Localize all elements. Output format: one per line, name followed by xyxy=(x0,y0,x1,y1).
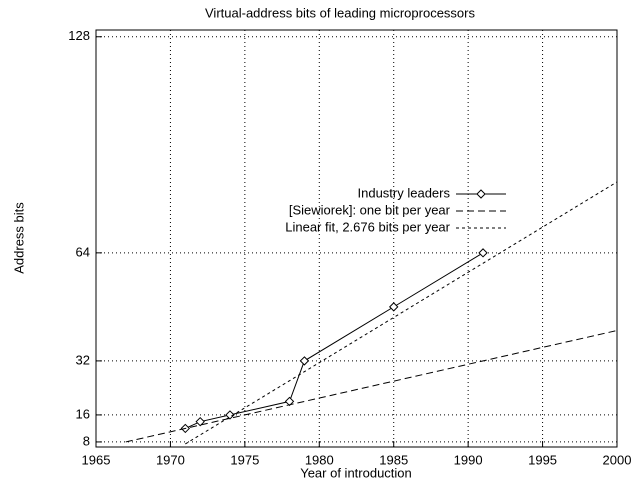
x-tick-label: 1975 xyxy=(230,452,259,467)
x-tick-label: 1990 xyxy=(454,452,483,467)
x-tick-label: 2000 xyxy=(603,452,632,467)
point-marker xyxy=(478,248,488,258)
series-line xyxy=(125,330,617,443)
y-tick-label: 128 xyxy=(68,28,90,43)
series-line xyxy=(185,252,484,429)
x-tick-label: 1970 xyxy=(156,452,185,467)
legend-label: Industry leaders xyxy=(358,185,451,200)
x-axis-label: Year of introduction xyxy=(300,465,412,480)
legend-label: Linear fit, 2.676 bits per year xyxy=(285,219,450,234)
legend-label: [Siewiorek]: one bit per year xyxy=(289,202,451,217)
point-marker xyxy=(225,410,235,420)
y-tick-label: 32 xyxy=(76,352,90,367)
chart-title: Virtual-address bits of leading micropro… xyxy=(205,5,475,20)
y-axis-label: Address bits xyxy=(11,202,26,274)
x-tick-label: 1995 xyxy=(528,452,557,467)
point-marker xyxy=(284,396,295,407)
y-tick-label: 8 xyxy=(83,433,90,448)
point-marker xyxy=(299,356,310,366)
x-tick-label: 1980 xyxy=(305,452,334,467)
y-tick-label: 64 xyxy=(76,244,90,259)
plot-area xyxy=(125,181,617,445)
legend-marker xyxy=(476,189,486,199)
x-tick-label: 1985 xyxy=(379,452,408,467)
y-tick-label: 16 xyxy=(76,406,90,421)
plot-frame xyxy=(95,29,618,448)
series-line xyxy=(185,181,617,445)
point-marker xyxy=(195,416,205,427)
point-marker xyxy=(389,302,399,312)
x-tick-label: 1965 xyxy=(82,452,111,467)
